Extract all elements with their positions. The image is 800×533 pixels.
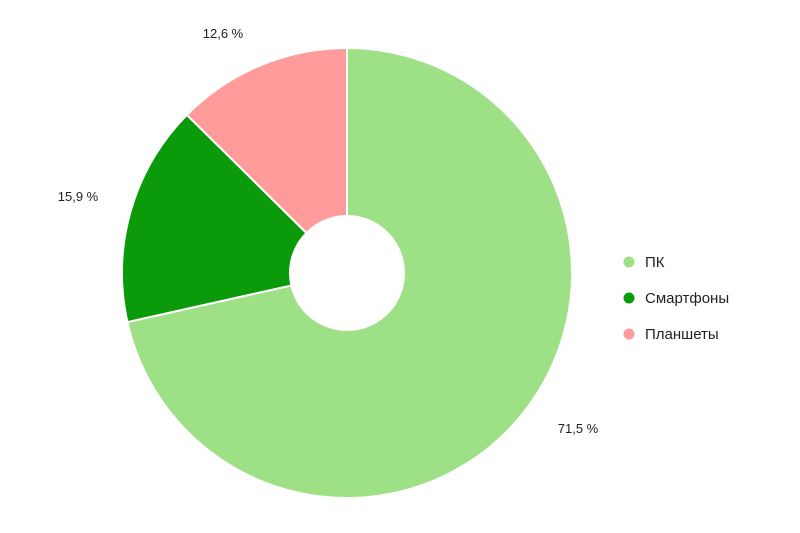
slices-layer — [121, 46, 573, 499]
slice-3[interactable] — [185, 46, 348, 235]
data-label-1: 71,5 % — [558, 421, 599, 436]
slice-1[interactable] — [126, 46, 573, 499]
data-label-2: 15,9 % — [58, 189, 99, 204]
legend-item-3[interactable]: Планшеты — [623, 326, 719, 343]
data-label-3: 12,6 % — [203, 26, 244, 41]
legend-label: ПК — [645, 254, 665, 271]
legend-swatch — [623, 256, 635, 268]
data-labels-layer: 71,5 % 15,9 % 12,6 % — [58, 26, 599, 436]
legend-swatch — [623, 328, 635, 340]
legend-label: Планшеты — [645, 326, 719, 343]
legend: ПК Смартфоны Планшеты — [623, 254, 730, 343]
legend-swatch — [623, 292, 635, 304]
slice-2[interactable] — [121, 113, 308, 324]
legend-label: Смартфоны — [645, 290, 729, 307]
legend-item-2[interactable]: Смартфоны — [623, 290, 730, 307]
legend-item-1[interactable]: ПК — [623, 254, 665, 271]
